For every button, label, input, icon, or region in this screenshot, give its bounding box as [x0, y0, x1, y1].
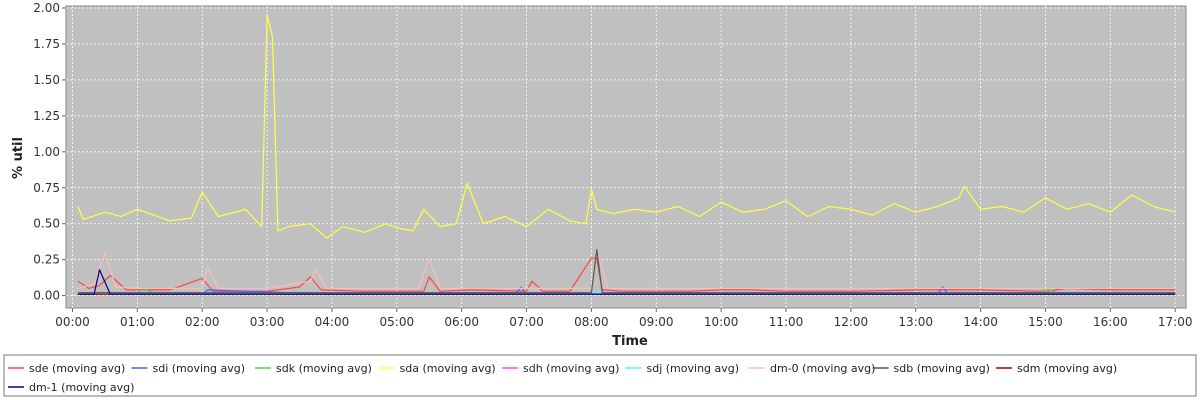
- x-tick-label: 00:00: [55, 315, 90, 329]
- series-line-dm-1: [77, 269, 1176, 295]
- legend-item-label: sdh (moving avg): [523, 362, 619, 375]
- x-tick-label: 12:00: [834, 315, 869, 329]
- x-tick-label: 14:00: [963, 315, 998, 329]
- x-tick-label: 03:00: [250, 315, 285, 329]
- x-tick-label: 11:00: [769, 315, 804, 329]
- series-line-sde: [77, 257, 1176, 292]
- y-tick-label: 1.50: [33, 73, 60, 87]
- x-axis-title: Time: [612, 334, 648, 349]
- y-axis-title: % util: [11, 137, 26, 179]
- series-line-sda: [77, 14, 1176, 239]
- legend-item-label: dm-1 (moving avg): [29, 381, 134, 394]
- x-tick-label: 15:00: [1028, 315, 1063, 329]
- x-tick-label: 01:00: [120, 315, 155, 329]
- legend-item-label: sdb (moving avg): [894, 362, 990, 375]
- y-tick-label: 0.00: [33, 289, 60, 303]
- series-line-sdb: [77, 249, 1176, 294]
- legend-item-label: sdj (moving avg): [647, 362, 740, 375]
- legend-item-label: sdk (moving avg): [276, 362, 372, 375]
- series-lines: [77, 14, 1176, 295]
- legend-box: [3, 354, 1197, 397]
- y-tick-label: 1.75: [33, 37, 60, 51]
- y-tick-label: 1.00: [33, 145, 60, 159]
- x-tick-label: 06:00: [444, 315, 479, 329]
- y-tick-label: 1.25: [33, 109, 60, 123]
- series-line-sdi: [77, 286, 1176, 295]
- y-tick-label: 0.25: [33, 253, 60, 267]
- x-tick-label: 07:00: [509, 315, 544, 329]
- legend-item-label: sde (moving avg): [29, 362, 125, 375]
- y-tick-label: 0.50: [33, 217, 60, 231]
- x-tick-label: 17:00: [1158, 315, 1193, 329]
- x-tick-label: 10:00: [704, 315, 739, 329]
- y-tick-label: 0.75: [33, 181, 60, 195]
- x-tick-label: 13:00: [898, 315, 933, 329]
- grid-lines: [66, 6, 1186, 308]
- x-tick-label: 09:00: [639, 315, 674, 329]
- x-tick-label: 05:00: [380, 315, 415, 329]
- legend-item-label: sdm (moving avg): [1017, 362, 1117, 375]
- plot-area: [65, 5, 1187, 309]
- x-tick-label: 04:00: [315, 315, 350, 329]
- series-line-dm-0: [77, 249, 1176, 289]
- legend: sde (moving avg) sdi (moving avg) sdk (mov…: [8, 362, 1117, 394]
- y-axis: 0.00 0.25 0.50 0.75 1.00 1.25 1.50 1.75 2.00: [33, 1, 66, 303]
- x-tick-label: 08:00: [574, 315, 609, 329]
- x-axis: 00:00 01:00 02:00 03:00 04:00 05:00 06:00 07:00…: [55, 308, 1192, 329]
- legend-item-label: dm-0 (moving avg): [770, 362, 875, 375]
- legend-item-label: sda (moving avg): [400, 362, 496, 375]
- x-tick-label: 16:00: [1093, 315, 1128, 329]
- legend-item-label: sdi (moving avg): [153, 362, 246, 375]
- y-tick-label: 2.00: [33, 1, 60, 15]
- x-tick-label: 02:00: [185, 315, 220, 329]
